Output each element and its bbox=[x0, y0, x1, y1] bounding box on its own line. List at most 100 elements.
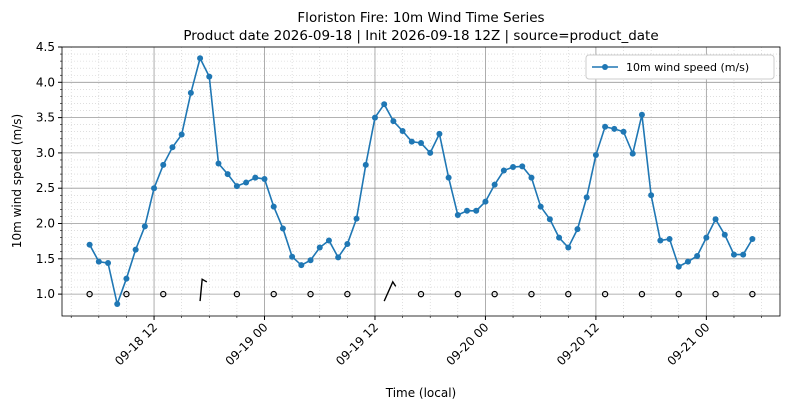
x-tick-label: 09-20 12 bbox=[554, 320, 602, 368]
wind-barb-calm bbox=[307, 290, 314, 298]
marker bbox=[325, 237, 332, 244]
wind-barb bbox=[199, 278, 208, 302]
x-axis-label: Time (local) bbox=[385, 386, 457, 400]
y-tick-label: 4.0 bbox=[36, 75, 55, 89]
plot-frame bbox=[61, 46, 781, 317]
marker bbox=[114, 300, 121, 307]
wind-barb bbox=[383, 280, 397, 302]
marker bbox=[252, 174, 259, 181]
marker bbox=[206, 73, 213, 80]
wind-barb-calm bbox=[417, 290, 425, 298]
marker bbox=[390, 118, 397, 125]
x-tick-label: 09-20 00 bbox=[444, 320, 492, 368]
marker bbox=[620, 128, 627, 135]
marker bbox=[141, 223, 148, 230]
wind-barb-calm bbox=[123, 290, 130, 298]
marker bbox=[611, 125, 618, 132]
marker bbox=[473, 207, 480, 214]
marker bbox=[335, 254, 342, 261]
marker bbox=[261, 176, 268, 183]
marker bbox=[574, 226, 581, 233]
marker bbox=[399, 128, 406, 135]
chart-subtitle: Product date 2026-09-18 | Init 2026-09-1… bbox=[183, 28, 658, 44]
wind-barb-calm bbox=[270, 290, 277, 298]
marker bbox=[749, 236, 756, 243]
y-tick-label: 3.5 bbox=[36, 111, 55, 125]
marker bbox=[491, 181, 498, 188]
wind-barb-calm bbox=[528, 290, 535, 298]
wind-barb-calm bbox=[491, 290, 498, 298]
marker bbox=[243, 179, 250, 186]
marker bbox=[197, 55, 204, 62]
marker bbox=[289, 253, 296, 260]
marker bbox=[187, 89, 194, 96]
legend: 10m wind speed (m/s) bbox=[585, 54, 775, 80]
marker bbox=[298, 262, 305, 269]
chart-title: Floriston Fire: 10m Wind Time Series bbox=[297, 10, 544, 26]
marker bbox=[418, 140, 424, 147]
marker bbox=[684, 258, 691, 265]
marker bbox=[233, 183, 240, 190]
marker bbox=[344, 240, 351, 247]
marker bbox=[151, 185, 158, 192]
marker bbox=[224, 171, 231, 178]
marker bbox=[694, 252, 701, 259]
marker bbox=[528, 174, 535, 181]
legend-label: 10m wind speed (m/s) bbox=[626, 61, 749, 74]
marker bbox=[648, 192, 655, 199]
marker bbox=[675, 263, 682, 270]
legend-marker bbox=[602, 64, 608, 70]
marker bbox=[169, 144, 176, 151]
marker bbox=[500, 167, 507, 174]
marker bbox=[178, 131, 185, 138]
marker bbox=[279, 225, 286, 232]
marker bbox=[454, 212, 461, 219]
marker bbox=[519, 163, 526, 170]
y-tick-label: 3.0 bbox=[36, 146, 55, 160]
marker bbox=[730, 251, 737, 258]
marker bbox=[602, 123, 609, 130]
x-tick-label: 09-21 00 bbox=[664, 320, 712, 368]
marker bbox=[381, 101, 388, 108]
wind-barb-calm bbox=[749, 290, 756, 298]
x-tick-label: 09-19 12 bbox=[333, 320, 381, 368]
wind-barb-calm bbox=[344, 290, 351, 298]
x-tick-label: 09-19 00 bbox=[223, 320, 271, 368]
marker bbox=[565, 244, 572, 251]
marker bbox=[307, 257, 314, 264]
legend-box bbox=[585, 54, 775, 80]
marker bbox=[629, 150, 636, 157]
marker bbox=[721, 231, 728, 238]
marker bbox=[132, 246, 139, 253]
marker bbox=[537, 203, 544, 210]
wind-barb-calm bbox=[233, 290, 241, 298]
wind-barb-calm bbox=[638, 290, 646, 298]
marker bbox=[482, 198, 489, 205]
marker bbox=[712, 216, 719, 223]
marker bbox=[464, 207, 471, 214]
marker bbox=[436, 130, 443, 137]
marker bbox=[86, 241, 93, 248]
y-tick-label: 4.5 bbox=[36, 40, 55, 54]
marker bbox=[657, 237, 664, 244]
y-axis-label: 10m wind speed (m/s) bbox=[10, 114, 24, 248]
marker bbox=[638, 111, 645, 118]
marker bbox=[445, 174, 452, 181]
marker bbox=[703, 234, 710, 241]
marker bbox=[270, 203, 277, 210]
wind-barb-calm bbox=[565, 290, 572, 298]
wind-barb-calm bbox=[601, 290, 609, 298]
y-tick-label: 2.0 bbox=[36, 217, 55, 231]
marker bbox=[510, 164, 517, 171]
marker bbox=[316, 244, 323, 251]
marker bbox=[105, 260, 112, 267]
marker bbox=[546, 216, 553, 223]
marker bbox=[740, 251, 747, 258]
marker bbox=[408, 138, 415, 145]
marker bbox=[371, 114, 378, 121]
marker bbox=[123, 275, 130, 282]
marker bbox=[583, 194, 590, 201]
wind-barb-calm bbox=[86, 290, 93, 298]
marker bbox=[427, 149, 434, 156]
